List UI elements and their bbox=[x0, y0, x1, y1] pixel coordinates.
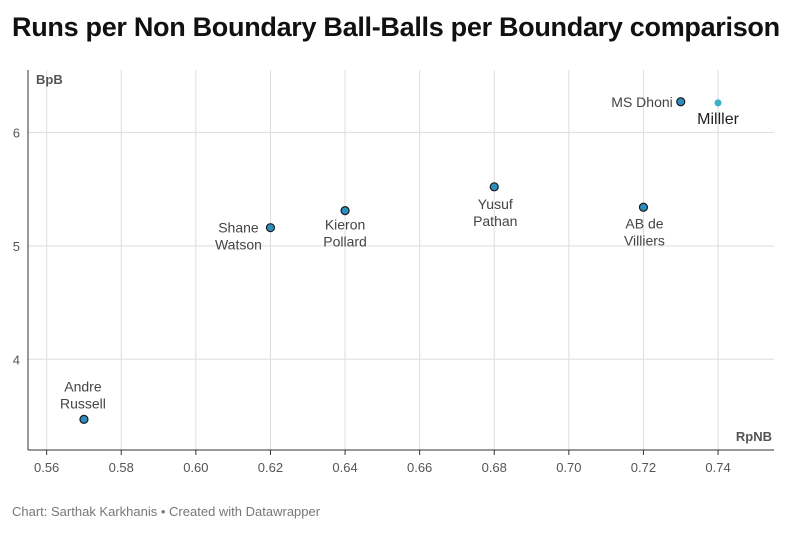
point-label-line: Andre bbox=[64, 378, 102, 394]
point-label: Kieron Pollard bbox=[323, 217, 367, 250]
point-label: Milller bbox=[697, 111, 739, 128]
point-label-line: Milller bbox=[697, 111, 739, 128]
data-point[interactable] bbox=[79, 414, 89, 424]
point-label: AB de Villiers bbox=[624, 215, 665, 248]
x-tick-label: 0.62 bbox=[258, 460, 283, 475]
data-point[interactable] bbox=[340, 206, 350, 216]
point-label-line: Pollard bbox=[323, 234, 367, 250]
point-label: Andre Russell bbox=[60, 378, 106, 411]
y-tick-label: 4 bbox=[13, 352, 20, 367]
point-label-line: Kieron bbox=[325, 217, 365, 233]
x-tick-label: 0.56 bbox=[34, 460, 59, 475]
chart-footer: Chart: Sarthak Karkhanis • Created with … bbox=[12, 504, 320, 519]
footer-credit: Chart: Sarthak Karkhanis bbox=[12, 504, 158, 519]
point-label-line: Pathan bbox=[473, 213, 517, 229]
point-label: Shane Watson bbox=[215, 220, 262, 253]
data-point[interactable] bbox=[714, 99, 722, 107]
point-label-line: Villiers bbox=[624, 232, 665, 248]
x-tick-label: 0.66 bbox=[407, 460, 432, 475]
y-tick-label: 5 bbox=[13, 239, 20, 254]
grid-lines bbox=[28, 70, 774, 450]
footer-separator: • bbox=[160, 504, 166, 519]
x-tick-label: 0.58 bbox=[109, 460, 134, 475]
point-label-line: Shane bbox=[218, 220, 259, 236]
x-tick-label: 0.72 bbox=[631, 460, 656, 475]
point-label-line: AB de bbox=[625, 215, 663, 231]
scatter-chart: 0.56 0.58 0.60 0.62 0.64 0.66 0.68 0.70 0.72 0.74… bbox=[13, 70, 774, 475]
footer-created-with: Created with Datawrapper bbox=[169, 504, 321, 519]
y-tick-label: 6 bbox=[13, 125, 20, 140]
chart-title: Runs per Non Boundary Ball-Balls per Bou… bbox=[12, 12, 780, 42]
x-tick-label: 0.60 bbox=[183, 460, 208, 475]
x-tick-label: 0.68 bbox=[482, 460, 507, 475]
data-point[interactable] bbox=[265, 223, 276, 233]
point-label-line: MS Dhoni bbox=[611, 94, 672, 110]
point-label-line: Watson bbox=[215, 237, 262, 253]
data-point[interactable] bbox=[489, 182, 499, 192]
x-tick-label: 0.70 bbox=[556, 460, 581, 475]
point-label-line: Yusuf bbox=[478, 196, 513, 212]
point-label-line: Russell bbox=[60, 395, 106, 411]
data-points: Andre Russell Shane Watson Kieron Pollard Yusu… bbox=[60, 94, 740, 424]
data-point[interactable] bbox=[676, 97, 686, 107]
point-label: MS Dhoni bbox=[611, 94, 672, 110]
y-axis-title: BpB bbox=[36, 72, 63, 87]
data-point[interactable] bbox=[638, 202, 649, 212]
tick-labels: 0.56 0.58 0.60 0.62 0.64 0.66 0.68 0.70 0.72 0.74… bbox=[13, 125, 731, 475]
x-tick-label: 0.64 bbox=[332, 460, 357, 475]
point-label: Yusuf Pathan bbox=[473, 196, 517, 229]
x-axis-title: RpNB bbox=[736, 429, 772, 444]
x-tick-label: 0.74 bbox=[705, 460, 730, 475]
